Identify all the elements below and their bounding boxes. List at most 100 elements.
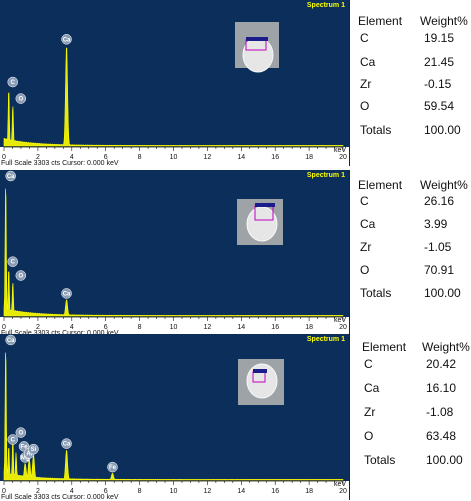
table-header-weight: Weight% <box>420 178 468 192</box>
table-cell-element: O <box>360 99 370 113</box>
table-cell-weight: 59.54 <box>424 99 455 113</box>
table-cell-element: O <box>360 263 370 277</box>
spectrum-panel: Spectrum 1 Ca C O Ca 0 2 4 6 8 10 12 14 16 18 20 keV Full… <box>0 170 471 336</box>
table-cell-weight: 20.42 <box>426 357 457 371</box>
table-totals-value: 100.00 <box>424 123 461 137</box>
spectrum-footer: Full Scale 3303 cts Cursor: 0.000 keV <box>1 160 119 166</box>
x-tick-label: 20 <box>339 324 347 331</box>
x-tick-label: 0 <box>2 154 6 161</box>
peak-label: C <box>11 438 16 444</box>
table-cell-element: Ca <box>360 217 376 231</box>
x-tick-label: 10 <box>170 324 178 331</box>
x-tick-label: 12 <box>204 324 212 331</box>
x-tick-label: 18 <box>305 154 313 161</box>
spectrum-footer: Full Scale 3303 cts Cursor: 0.000 keV <box>1 330 119 336</box>
composition-table: Element Weight% C 19.15 Ca 21.45 Zr -0.15 O 59.54… <box>349 0 471 166</box>
axis-band <box>0 147 349 166</box>
x-tick-label: 2 <box>36 154 40 161</box>
peak-label: Fe <box>21 444 29 450</box>
peak-marker <box>61 288 72 299</box>
peak-label: C <box>11 260 16 266</box>
peak-marker <box>5 170 16 182</box>
table-cell-element: Zr <box>360 240 372 254</box>
peak-marker <box>7 256 18 267</box>
plot-background <box>0 0 349 155</box>
sem-spectrum-tag <box>246 37 268 41</box>
spectrum-curve <box>3 352 344 481</box>
x-tick-label: 16 <box>271 324 279 331</box>
x-tick-label: 12 <box>204 154 212 161</box>
spectrum-chart: Spectrum 1 C O Ca 0 2 4 6 8 10 12 14 16 18 20 keV Full S… <box>0 0 349 166</box>
peak-marker <box>7 76 18 88</box>
x-tick-label: 2 <box>36 488 40 495</box>
table-cell-weight: 70.91 <box>424 263 455 277</box>
table-cell-element: Zr <box>360 77 372 91</box>
table-cell-weight: 63.48 <box>426 429 457 443</box>
x-tick-label: 12 <box>204 488 212 495</box>
table-totals-value: 100.00 <box>426 453 463 467</box>
peak-marker <box>15 427 27 438</box>
peak-label: Al <box>26 451 32 457</box>
table-header-weight: Weight% <box>420 14 468 28</box>
x-tick-label: 10 <box>170 154 178 161</box>
table-cell-weight: -0.15 <box>424 77 452 91</box>
spectrum-title: Spectrum 1 <box>307 336 345 343</box>
table-cell-weight: 19.15 <box>424 31 455 45</box>
x-tick-label: 16 <box>271 488 279 495</box>
x-tick-label: 8 <box>138 324 142 331</box>
peak-label: Fe <box>109 465 117 471</box>
x-tick-label: 14 <box>237 488 245 495</box>
sem-particle <box>242 37 274 73</box>
table-cell-element: Ca <box>360 55 376 69</box>
table-cell-weight: -1.05 <box>424 240 452 254</box>
peak-label: O <box>18 431 23 437</box>
peak-marker <box>61 438 72 449</box>
composition-table: Element Weight% C 20.42 Ca 16.10 Zr -1.08 O 63.48… <box>349 334 471 500</box>
peak-marker <box>7 434 18 445</box>
spectrum-title: Spectrum 1 <box>307 2 345 9</box>
spectrum-curve <box>3 188 344 317</box>
table-totals-label: Totals <box>360 286 392 300</box>
x-tick-label: 6 <box>104 488 108 495</box>
x-tick-label: 18 <box>305 324 313 331</box>
peak-label: Ca <box>7 174 15 180</box>
x-tick-label: 20 <box>339 154 347 161</box>
spectrum-panel: Spectrum 1 Ca C O Fe Mg Al Si Ca Fe 0 2 4 6 8 10 12 14 16 1… <box>0 334 471 500</box>
x-axis-label: keV <box>334 147 346 154</box>
peak-label: Si <box>31 447 37 453</box>
table-cell-weight: 3.99 <box>424 217 448 231</box>
table-cell-element: Ca <box>364 381 380 395</box>
x-tick-label: 4 <box>70 324 74 331</box>
spectrum-title: Spectrum 1 <box>307 172 345 179</box>
peak-marker <box>15 270 27 281</box>
composition-table: Element Weight% C 26.16 Ca 3.99 Zr -1.05 O 70.91 T… <box>349 170 471 336</box>
table-cell-weight: 21.45 <box>424 55 455 69</box>
x-tick-label: 14 <box>237 324 245 331</box>
table-totals-label: Totals <box>360 123 392 137</box>
table-header-element: Element <box>358 178 403 192</box>
x-axis-label: keV <box>334 481 346 488</box>
peak-marker <box>15 93 27 104</box>
axis-band <box>0 317 349 336</box>
x-tick-label: 6 <box>104 154 108 161</box>
table-cell-weight: 26.16 <box>424 194 455 208</box>
table-totals-value: 100.00 <box>424 286 461 300</box>
peak-marker <box>107 461 118 473</box>
peak-marker <box>5 334 16 346</box>
spectrum-panel: Spectrum 1 C O Ca 0 2 4 6 8 10 12 14 16 18 20 keV Full S… <box>0 0 471 166</box>
table-totals-label: Totals <box>364 453 396 467</box>
peak-label: Ca <box>63 37 71 43</box>
table-header-element: Element <box>362 340 407 354</box>
peak-label: Ca <box>63 291 71 297</box>
x-tick-label: 2 <box>36 324 40 331</box>
table-header-weight: Weight% <box>422 340 470 354</box>
x-tick-label: 4 <box>70 154 74 161</box>
axis-band <box>0 481 349 500</box>
x-tick-label: 8 <box>138 154 142 161</box>
peak-label: O <box>18 97 23 103</box>
table-cell-element: O <box>364 429 374 443</box>
peak-marker <box>61 34 72 45</box>
table-header-element: Element <box>358 14 403 28</box>
